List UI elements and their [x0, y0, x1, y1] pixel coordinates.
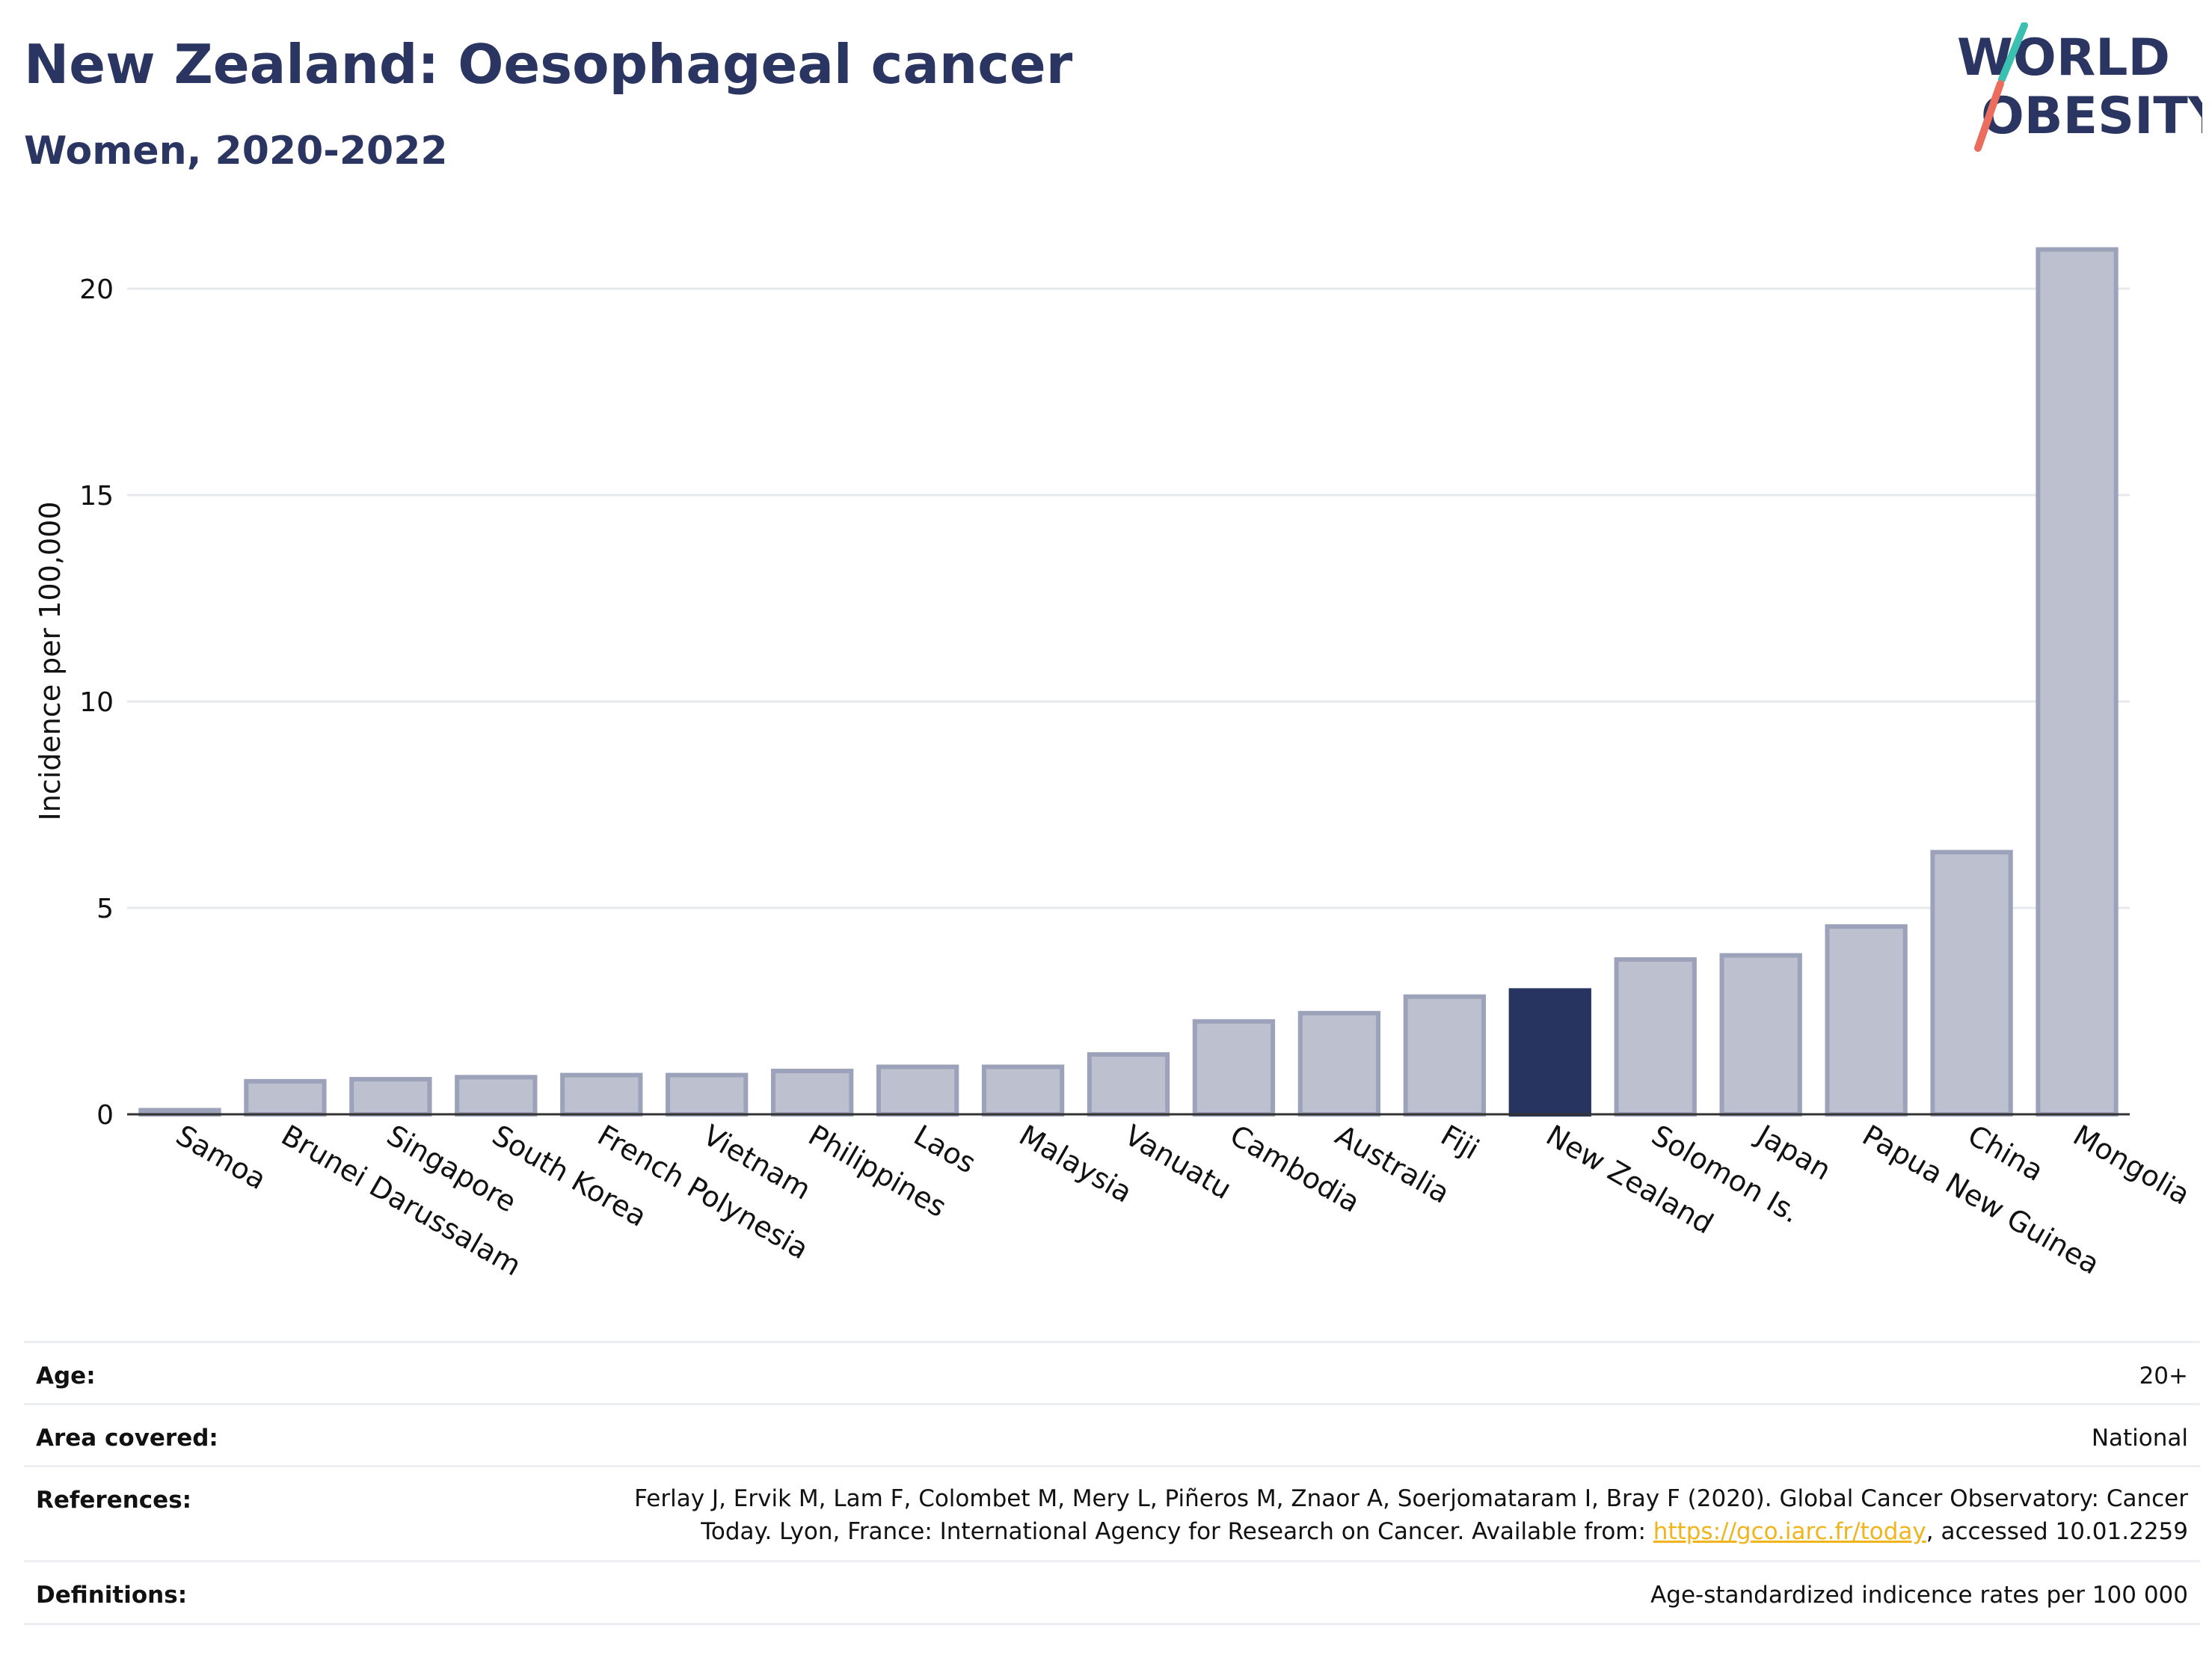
bar[interactable]: [349, 1077, 432, 1117]
y-tick-label: 5: [96, 894, 114, 924]
age-value: 20+: [2139, 1363, 2188, 1390]
definitions-value: Age-standardized indicence rates per 100…: [1650, 1582, 2188, 1609]
bar[interactable]: [981, 1064, 1065, 1117]
bar-layer: [138, 247, 2119, 1117]
bar[interactable]: [244, 1078, 327, 1117]
age-label: Age:: [36, 1363, 96, 1390]
meta-bottom-rule: [24, 1623, 2200, 1625]
bar[interactable]: [455, 1075, 538, 1117]
meta-row-definitions: Definitions: Age-standardized indicence …: [24, 1560, 2200, 1624]
x-tick-label: Fiji: [1435, 1119, 1484, 1166]
references-value: Ferlay J, Ervik M, Lam F, Colombet M, Me…: [634, 1482, 2188, 1548]
bar[interactable]: [666, 1072, 749, 1117]
x-tick-label: Laos: [909, 1119, 982, 1180]
x-tick-label: Samoa: [170, 1119, 271, 1197]
world-obesity-logo: WORLD OBESITY: [1957, 22, 2202, 152]
bar-highlight[interactable]: [1508, 988, 1591, 1117]
bar[interactable]: [771, 1069, 854, 1117]
meta-row-area: Area covered: National: [24, 1403, 2200, 1467]
bar[interactable]: [1297, 1010, 1381, 1117]
bar[interactable]: [2036, 247, 2119, 1117]
area-label: Area covered:: [36, 1425, 218, 1452]
grid-layer: [127, 287, 2130, 909]
references-link[interactable]: https://gco.iarc.fr/today: [1653, 1518, 1926, 1545]
definitions-label: Definitions:: [36, 1582, 188, 1609]
x-tick-label: Mongolia: [2068, 1119, 2196, 1212]
y-tick-label: 20: [79, 274, 114, 305]
meta-row-references: References: Ferlay J, Ervik M, Lam F, Co…: [24, 1465, 2200, 1562]
page-title: New Zealand: Oesophageal cancer: [24, 33, 1073, 96]
y-tick-label: 10: [79, 687, 114, 718]
y-axis-label: Incidence per 100,000: [34, 501, 67, 820]
bar[interactable]: [1614, 957, 1697, 1117]
y-tick-label: 0: [96, 1100, 114, 1131]
bar[interactable]: [1930, 850, 2013, 1117]
area-value: National: [2091, 1425, 2188, 1452]
x-tick-label: Malaysia: [1014, 1119, 1138, 1209]
y-tick-label: 15: [79, 481, 114, 512]
bar[interactable]: [1719, 953, 1802, 1117]
page-subtitle: Women, 2020-2022: [24, 129, 448, 174]
logo-line1: WORLD: [1957, 28, 2170, 87]
bar[interactable]: [1825, 924, 1908, 1117]
bar[interactable]: [876, 1064, 959, 1117]
references-line2: Today. Lyon, France: International Agenc…: [701, 1518, 2188, 1545]
x-tick-label: Vanuatu: [1119, 1119, 1238, 1206]
bar[interactable]: [1087, 1051, 1170, 1117]
meta-row-age: Age: 20+: [24, 1341, 2200, 1404]
bar[interactable]: [1192, 1019, 1276, 1117]
references-label: References:: [36, 1487, 192, 1514]
bar[interactable]: [1403, 994, 1486, 1117]
bar[interactable]: [560, 1072, 643, 1117]
references-line1: Ferlay J, Ervik M, Lam F, Colombet M, Me…: [634, 1485, 2188, 1512]
logo-line2: OBESITY: [1981, 87, 2202, 146]
